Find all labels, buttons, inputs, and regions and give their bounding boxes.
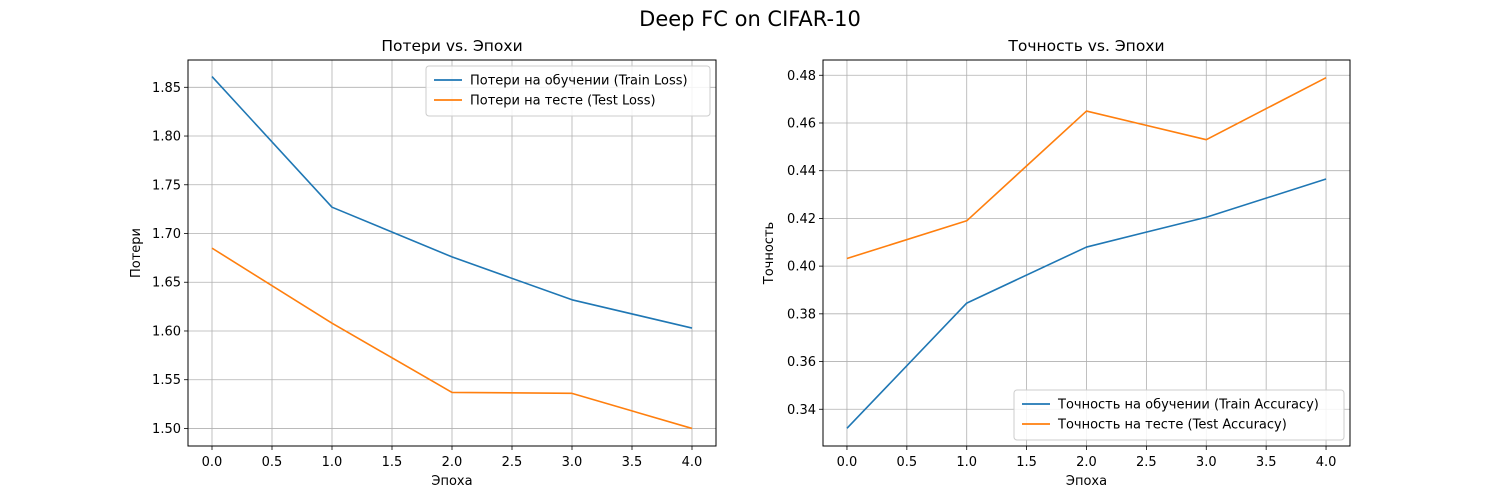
chart-1-legend: Точность на обучении (Train Accuracy) Точ… — [1013, 389, 1345, 441]
chart-0-xtick-label: 2.5 — [502, 455, 523, 470]
chart-1-xlabel: Эпоха — [1066, 474, 1107, 489]
chart-1-legend-label-test: Точность на тесте (Test Accuracy) — [1057, 418, 1287, 433]
chart-1-title: Точность vs. Эпохи — [1007, 37, 1164, 55]
chart-0-ytick-label: 1.55 — [152, 373, 181, 388]
chart-1-xtick-label: 3.5 — [1256, 455, 1277, 470]
chart-1-ytick-label: 0.42 — [787, 212, 816, 227]
chart-0-series-train-line — [211, 76, 693, 329]
chart-1-legend-box — [1013, 389, 1345, 441]
chart-0-series-test-line — [211, 247, 693, 430]
chart-1-ytick-label: 0.38 — [787, 307, 816, 322]
chart-0-xtick-label: 2.0 — [442, 455, 463, 470]
chart-1-series-train-line — [846, 178, 1327, 429]
chart-1-legend-label-train: Точность на обучении (Train Accuracy) — [1057, 398, 1319, 413]
chart-0-xtick-label: 1.5 — [382, 455, 403, 470]
figure-suptitle: Deep FC on CIFAR-10 — [639, 7, 861, 31]
chart-0-ytick-label: 1.65 — [152, 276, 181, 291]
chart-0-legend-box — [425, 65, 711, 117]
chart-0-ytick-label: 1.75 — [152, 178, 181, 193]
chart-0-ytick-label: 1.60 — [152, 324, 181, 339]
chart-0-xtick-label: 3.0 — [562, 455, 583, 470]
chart-1-xtick-label: 0.5 — [896, 455, 917, 470]
chart-1-xtick-label: 2.0 — [1076, 455, 1097, 470]
chart-0-title: Потери vs. Эпохи — [381, 37, 522, 55]
chart-1-ytick-label: 0.44 — [787, 164, 816, 179]
chart-1-xtick-label: 1.5 — [1016, 455, 1037, 470]
chart-0-legend-label-train: Потери на обучении (Train Loss) — [470, 74, 688, 89]
chart-0-ylabel: Потери — [129, 228, 144, 278]
chart-1-xtick-label: 1.0 — [956, 455, 977, 470]
chart-0-xtick-label: 0.5 — [262, 455, 283, 470]
chart-0-ytick-label: 1.80 — [152, 130, 181, 145]
chart-0-xtick-label: 3.5 — [622, 455, 643, 470]
chart-1-ylabel: Точность — [762, 222, 777, 285]
chart-1-xtick-label: 3.0 — [1196, 455, 1217, 470]
chart-0-legend: Потери на обучении (Train Loss) Потери на… — [425, 65, 711, 117]
chart-0-ytick-label: 1.50 — [152, 422, 181, 437]
chart-0-legend-label-test: Потери на тесте (Test Loss) — [470, 94, 656, 109]
chart-0-xtick-label: 1.0 — [322, 455, 343, 470]
chart-1-ytick-label: 0.34 — [787, 403, 816, 418]
chart-0-xtick-label: 0.0 — [202, 455, 223, 470]
chart-1-xtick-label: 0.0 — [837, 455, 858, 470]
chart-0-xlabel: Эпоха — [431, 474, 472, 489]
chart-1-ytick-label: 0.46 — [787, 116, 816, 131]
chart-1-ytick-label: 0.48 — [787, 69, 816, 84]
loss-chart-panel: 0.0 0.5 1.0 1.5 2.0 2.5 3.0 3.5 4.0 1.50 1.55 1.60 1… — [129, 37, 717, 489]
chart-0-ytick-label: 1.70 — [152, 227, 181, 242]
chart-1-ytick-label: 0.40 — [787, 260, 816, 275]
chart-1-ytick-label: 0.36 — [787, 355, 816, 370]
chart-1-xtick-label: 2.5 — [1136, 455, 1157, 470]
chart-0-xtick-label: 4.0 — [682, 455, 703, 470]
chart-0-ytick-label: 1.85 — [152, 81, 181, 96]
accuracy-chart-panel: 0.0 0.5 1.0 1.5 2.0 2.5 3.0 3.5 4.0 0.34 0.36 0.38 0… — [762, 37, 1351, 489]
chart-1-xtick-label: 4.0 — [1316, 455, 1337, 470]
chart-1-series-test-line — [846, 76, 1327, 260]
